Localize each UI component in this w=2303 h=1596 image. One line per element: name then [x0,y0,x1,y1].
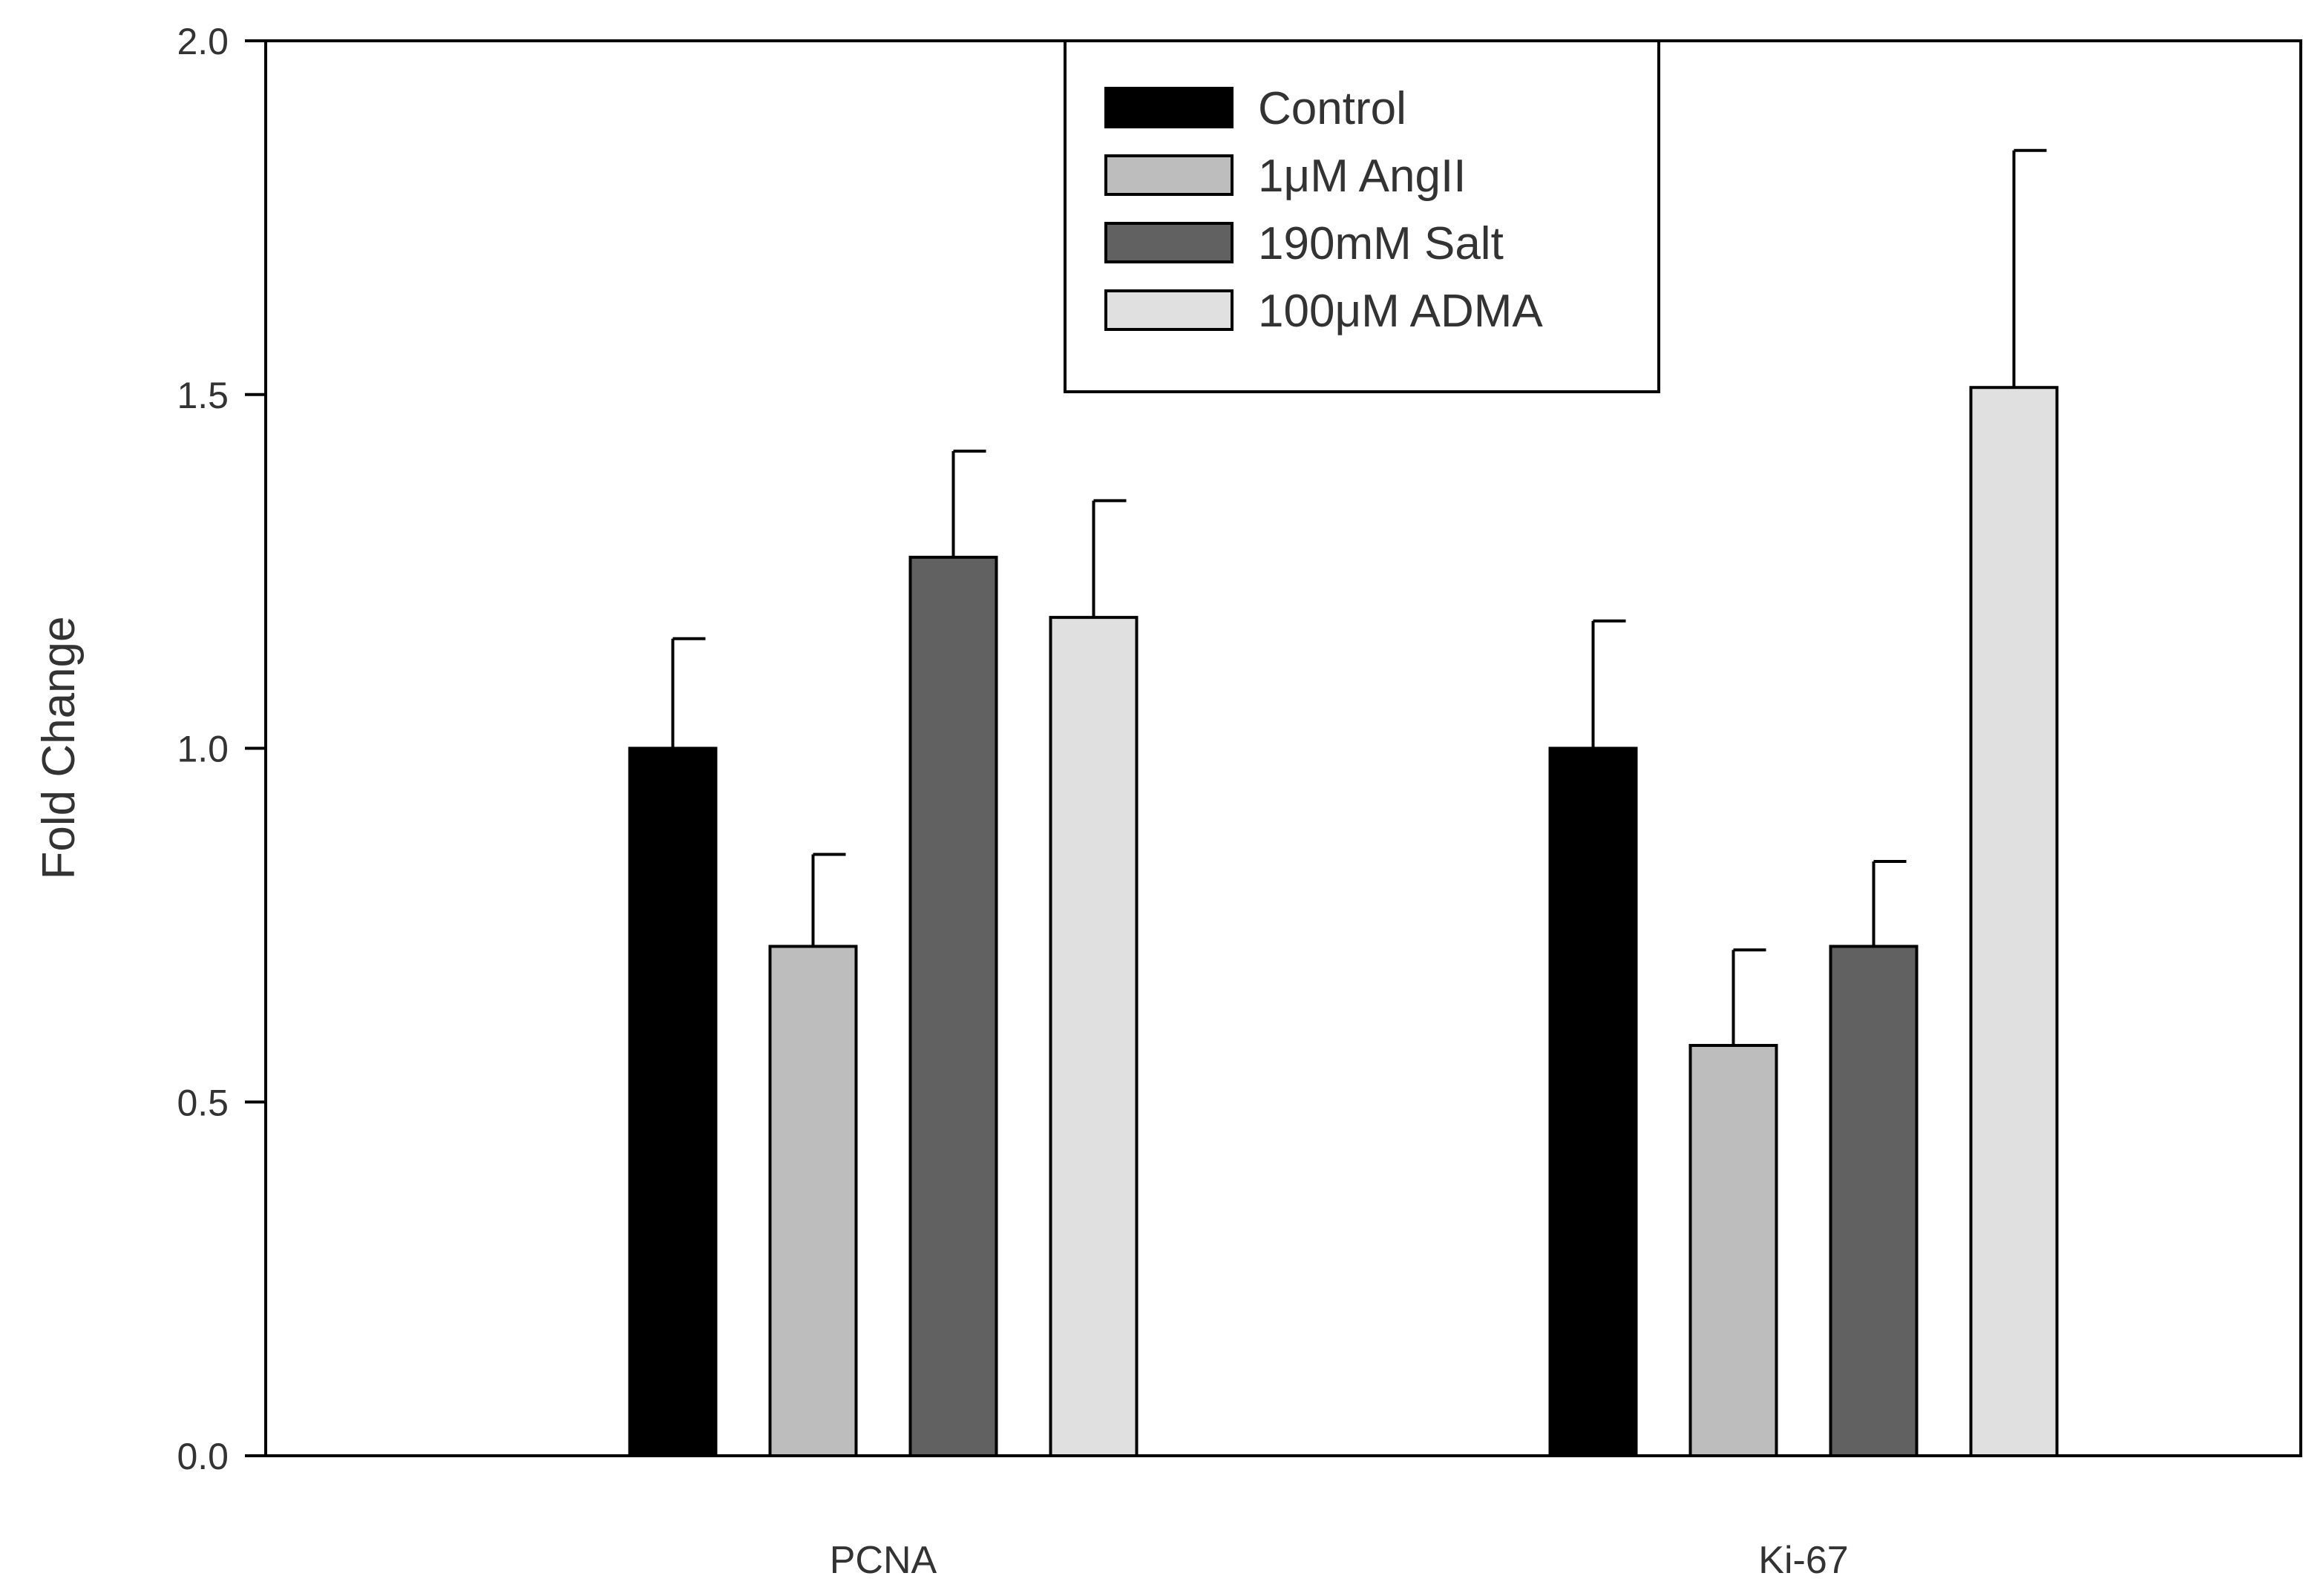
bar-ki-67-2 [1688,1043,1778,1457]
bar-ki-67-1 [1548,746,1638,1457]
legend-label: 190mM Salt [1258,218,1504,269]
bar-pcna-1 [628,746,718,1457]
y-tick-label: 1.5 [177,375,229,416]
legend-swatch [1104,87,1234,128]
y-tick-label: 1.0 [177,729,229,770]
legend-label: 1μM AngII [1258,151,1466,202]
y-tick-label: 2.0 [177,21,229,62]
x-category-label: Ki-67 [1758,1539,1848,1582]
y-axis: 0.0 0.5 1.0 1.5 2.0 [177,21,266,1477]
bar-pcna-2 [768,945,858,1457]
bar-pcna-4 [1049,616,1139,1457]
legend: Control 1μM AngII 190mM Salt 100μM ADMA [1064,39,1660,393]
bar-ki-67-4 [1969,386,2059,1458]
x-category-label: PCNA [830,1539,937,1582]
y-axis-title: Fold Change [33,616,85,879]
x-axis-labels: PCNA Ki-67 [830,1539,1849,1582]
y-tick-label: 0.0 [177,1436,229,1477]
bar-ki-67-3 [1829,945,1919,1457]
y-tick-label: 0.5 [177,1082,229,1123]
bar-pcna-3 [908,556,998,1457]
bars-group [628,148,2059,1458]
legend-label: Control [1258,83,1406,134]
legend-label: 100μM ADMA [1258,286,1543,337]
legend-swatch [1104,289,1234,331]
legend-swatch [1104,222,1234,263]
legend-swatch [1104,154,1234,196]
